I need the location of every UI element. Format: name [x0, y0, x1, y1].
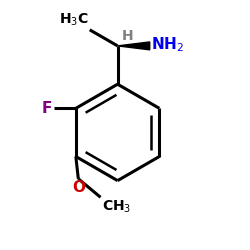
Polygon shape	[118, 42, 150, 50]
Text: H$_3$C: H$_3$C	[59, 12, 88, 28]
Text: NH$_2$: NH$_2$	[151, 35, 184, 54]
Text: H: H	[121, 30, 133, 44]
Text: F: F	[41, 101, 51, 116]
Text: CH$_3$: CH$_3$	[102, 198, 131, 215]
Text: O: O	[72, 180, 85, 195]
